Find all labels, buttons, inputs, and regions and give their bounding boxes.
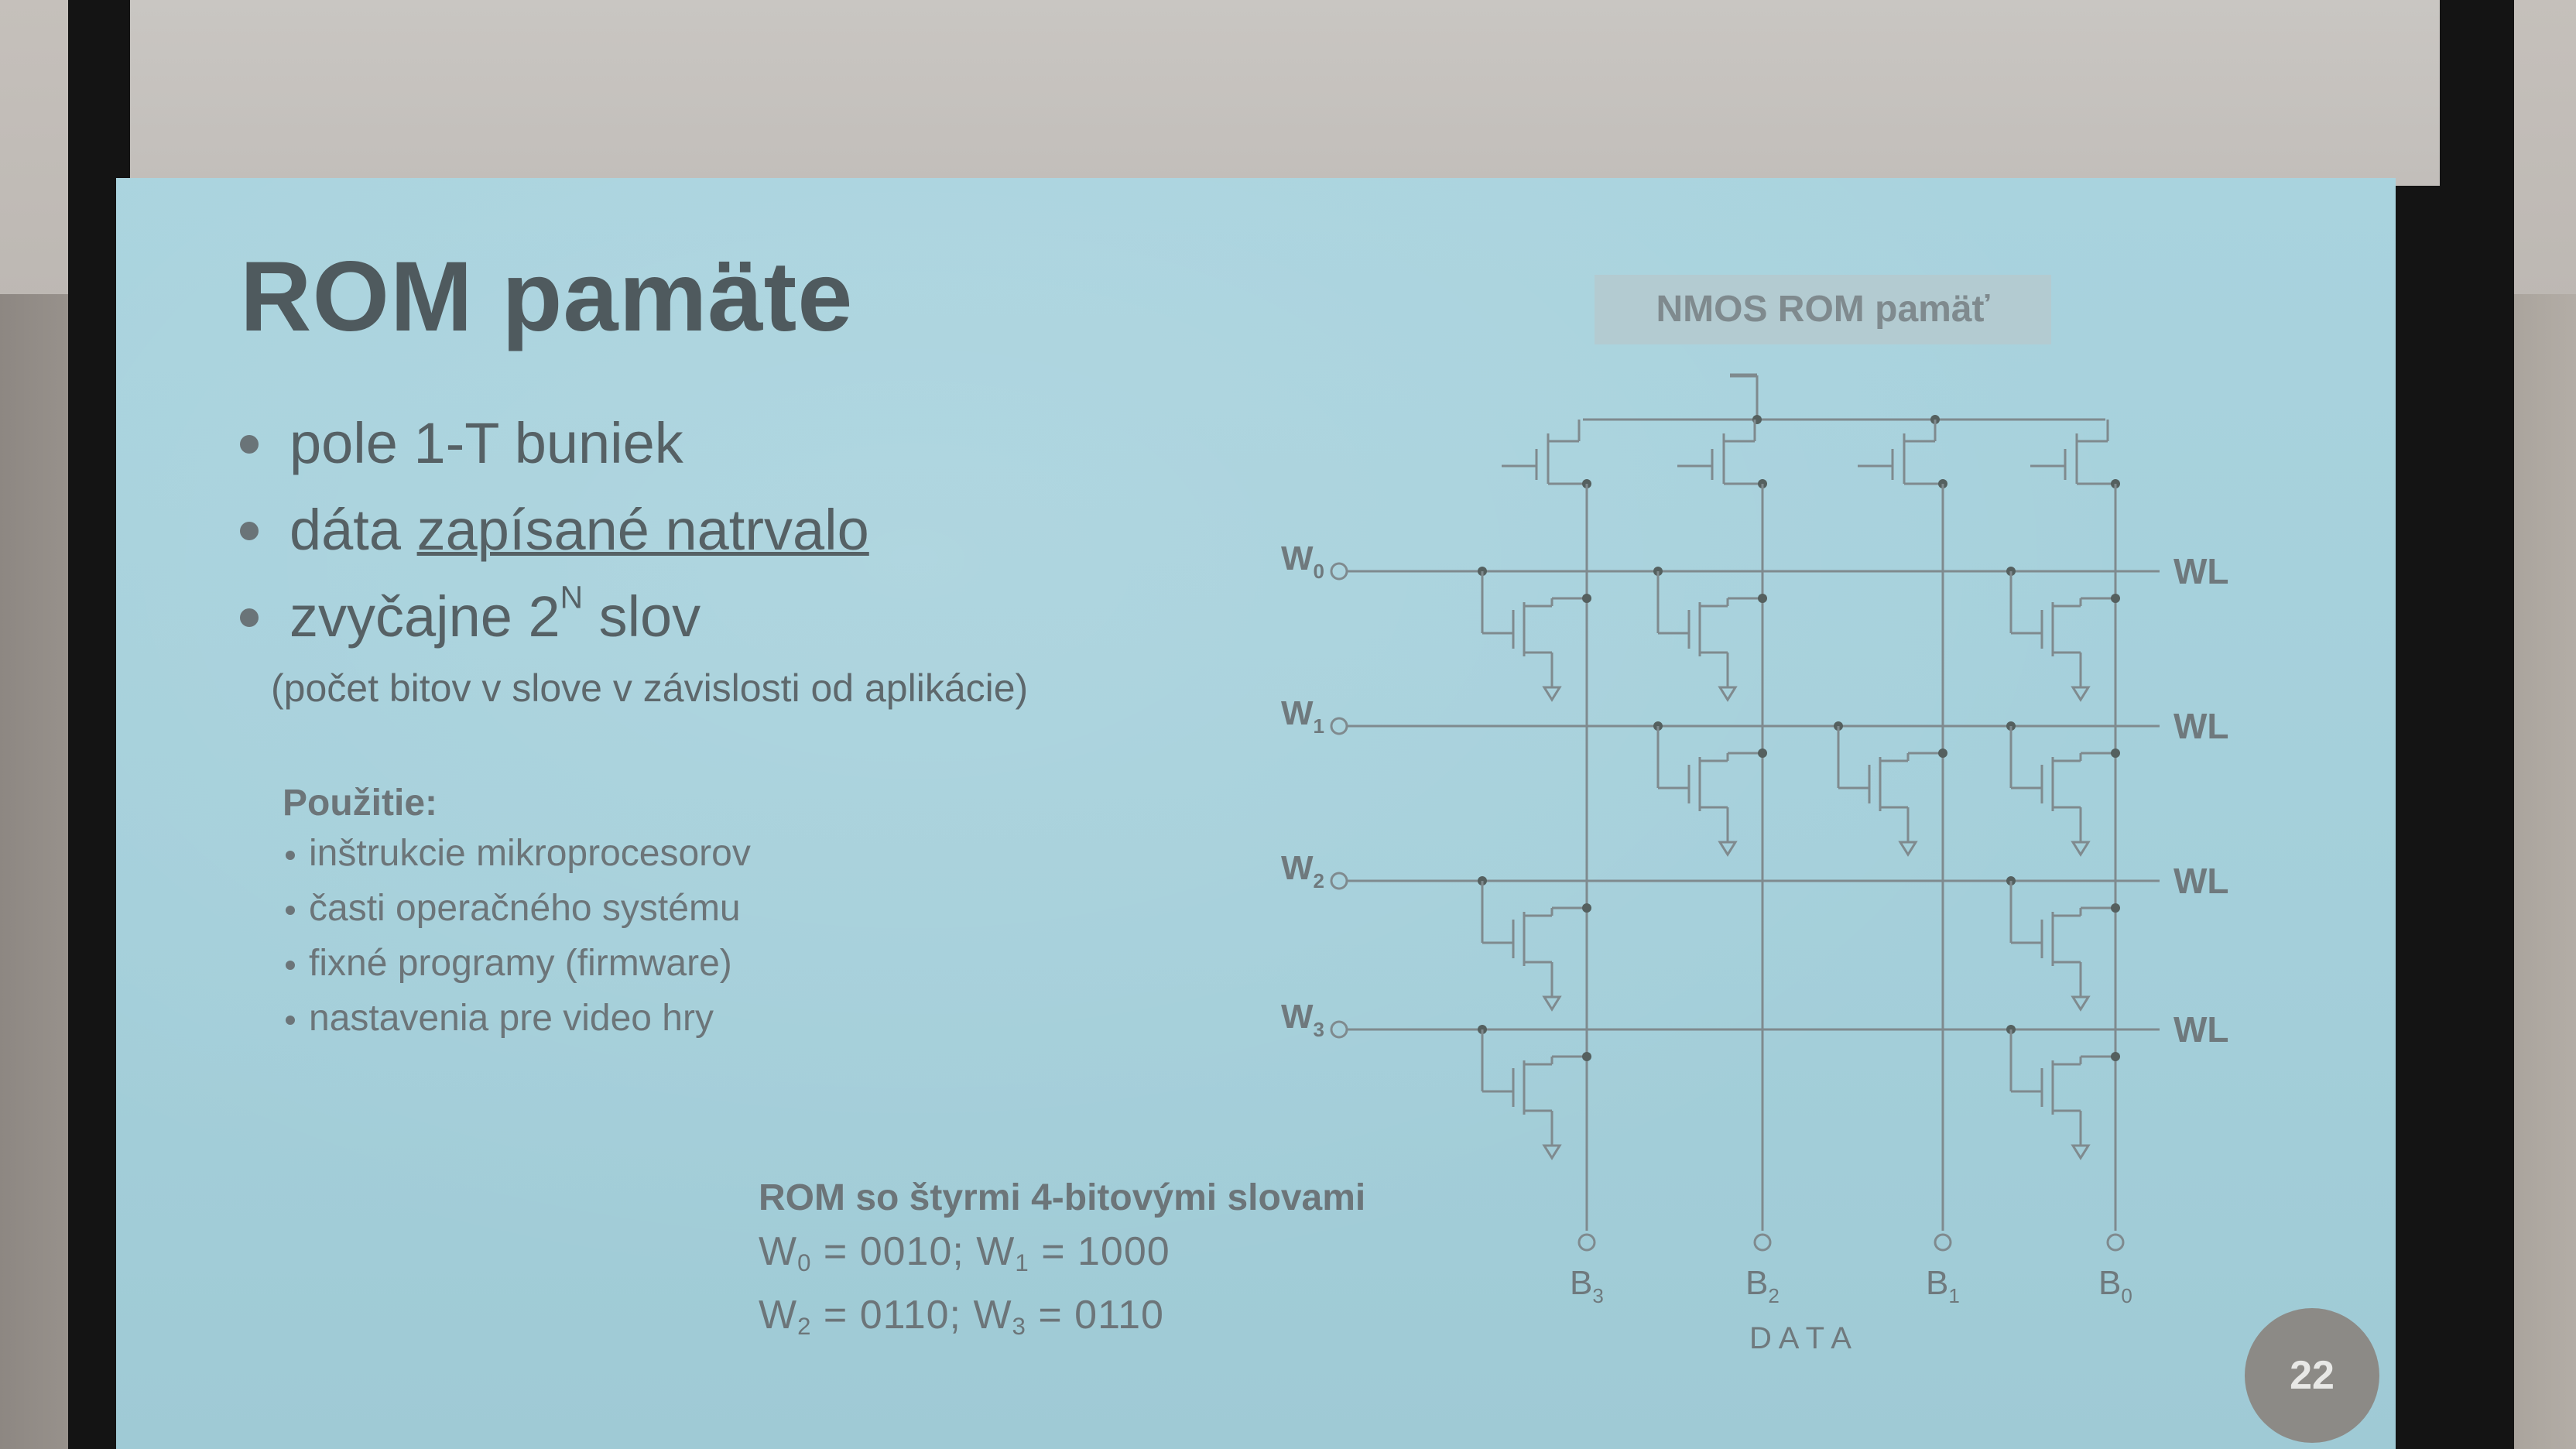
bullet-text: pole 1-T buniek bbox=[289, 411, 683, 475]
junction-dot bbox=[2111, 594, 2120, 603]
light-glare bbox=[116, 178, 2396, 1449]
word-line-terminal bbox=[1330, 1020, 1348, 1039]
usage-item: nastavenia pre video hry bbox=[283, 997, 751, 1052]
word-name: W bbox=[759, 1293, 798, 1338]
usage-list: inštrukcie mikroprocesorov časti operačn… bbox=[283, 832, 751, 1052]
word-line-terminal bbox=[1330, 562, 1348, 581]
memory-cell-transistor bbox=[1656, 571, 1762, 702]
word-line-label: WL bbox=[2174, 706, 2229, 746]
word-value: = 0110 bbox=[1026, 1293, 1164, 1338]
example-equation-line: W0 = 0010; W1 = 1000 bbox=[759, 1228, 1365, 1292]
usage-text: časti operačného systému bbox=[309, 888, 741, 929]
bullet-underlined-text: zapísané natrvalo bbox=[416, 498, 869, 562]
junction-dot bbox=[1938, 748, 1947, 758]
junction-dot bbox=[1582, 903, 1591, 913]
bullet-text: zvyčajne 2 bbox=[289, 584, 560, 649]
bit-line-terminal bbox=[1934, 1233, 1952, 1252]
bullet-text-suffix: slov bbox=[583, 584, 701, 649]
word-index: 2 bbox=[797, 1312, 812, 1340]
word-value: = 1000 bbox=[1029, 1229, 1170, 1274]
word-line-input-label: W1 bbox=[1281, 694, 1324, 738]
slide: ROM pamäte pole 1-T buniek dáta zapísané… bbox=[116, 178, 2396, 1449]
bullet-exponent: N bbox=[560, 579, 584, 615]
main-bullet-list: pole 1-T buniek dáta zapísané natrvalo z… bbox=[240, 410, 869, 670]
junction-dot bbox=[1582, 594, 1591, 603]
bullet-item: dáta zapísané natrvalo bbox=[240, 497, 869, 584]
word-line-label: WL bbox=[2174, 1009, 2229, 1050]
bullet-item: zvyčajne 2N slov bbox=[240, 581, 869, 670]
usage-dot bbox=[286, 851, 295, 860]
word-line-terminal bbox=[1330, 717, 1348, 735]
example-equation-line: W2 = 0110; W3 = 0110 bbox=[759, 1292, 1365, 1355]
bit-line-label: B3 bbox=[1570, 1264, 1604, 1307]
diagram-caption-tag: NMOS ROM pamäť bbox=[1595, 275, 2051, 344]
word-value: = 0110; bbox=[811, 1293, 974, 1338]
memory-cell-transistor bbox=[1837, 726, 1943, 857]
rom-example: ROM so štyrmi 4-bitovými slovami W0 = 00… bbox=[759, 1177, 1365, 1355]
projection-screen-top bbox=[130, 0, 2440, 186]
memory-cell-transistor bbox=[1481, 881, 1587, 1012]
memory-cell-transistor bbox=[2009, 571, 2115, 702]
word-name: W bbox=[759, 1229, 798, 1274]
memory-cell-transistor bbox=[1481, 571, 1587, 702]
bullet-dot bbox=[240, 522, 259, 540]
junction-dot bbox=[1758, 748, 1767, 758]
usage-text: nastavenia pre video hry bbox=[309, 998, 714, 1039]
data-label: D A T A bbox=[1749, 1321, 1852, 1355]
bit-line-label: B2 bbox=[1745, 1264, 1780, 1307]
junction-dot bbox=[2111, 1052, 2120, 1061]
bullet-dot bbox=[240, 435, 259, 454]
usage-dot bbox=[286, 961, 295, 970]
usage-text: fixné programy (firmware) bbox=[309, 943, 732, 984]
word-name: W bbox=[973, 1293, 1012, 1338]
word-index: 3 bbox=[1012, 1312, 1026, 1340]
memory-cell-transistor bbox=[2009, 881, 2115, 1012]
word-name: W bbox=[976, 1229, 1016, 1274]
bit-line-terminal bbox=[2106, 1233, 2125, 1252]
usage-item: inštrukcie mikroprocesorov bbox=[283, 832, 751, 887]
bullet-dot bbox=[240, 608, 259, 627]
example-title: ROM so štyrmi 4-bitovými slovami bbox=[759, 1177, 1366, 1218]
usage-item: fixné programy (firmware) bbox=[283, 942, 751, 997]
word-index: 1 bbox=[1015, 1249, 1029, 1276]
usage-text: inštrukcie mikroprocesorov bbox=[309, 833, 751, 874]
page-number-badge: 22 bbox=[2245, 1308, 2379, 1443]
word-line-input-label: W0 bbox=[1281, 540, 1324, 583]
word-line-input-label: W3 bbox=[1281, 998, 1324, 1041]
bit-line-terminal bbox=[1753, 1233, 1772, 1252]
junction-dot bbox=[2111, 748, 2120, 758]
word-line-input-label: W2 bbox=[1281, 849, 1324, 892]
memory-cell-transistor bbox=[1656, 726, 1762, 857]
bullet-note: (počet bitov v slove v závislosti od apl… bbox=[271, 666, 1029, 710]
usage-item: časti operačného systému bbox=[283, 887, 751, 942]
nmos-rom-circuit-diagram: B3 B2 B1 B0 D A T A W0 WL W1 WL W2 WL W3 WL bbox=[1281, 373, 2229, 1355]
memory-cell-transistor bbox=[1481, 1029, 1587, 1160]
junction-dot bbox=[1758, 594, 1767, 603]
bit-line-label: B1 bbox=[1926, 1264, 1960, 1307]
bullet-text: dáta bbox=[289, 498, 417, 562]
bit-line-terminal bbox=[1577, 1233, 1596, 1252]
memory-cell-transistor bbox=[2009, 1029, 2115, 1160]
word-line-label: WL bbox=[2174, 551, 2229, 591]
usage-dot bbox=[286, 906, 295, 915]
junction-dot bbox=[2111, 903, 2120, 913]
memory-cell-transistor bbox=[2009, 726, 2115, 857]
slide-title: ROM pamäte bbox=[240, 242, 854, 352]
word-value: = 0010; bbox=[811, 1229, 977, 1274]
bullet-item: pole 1-T buniek bbox=[240, 410, 869, 497]
word-line-label: WL bbox=[2174, 861, 2229, 901]
word-index: 0 bbox=[797, 1249, 812, 1276]
word-line-terminal bbox=[1330, 872, 1348, 890]
bit-line-label: B0 bbox=[2098, 1264, 2132, 1307]
usage-heading: Použitie: bbox=[283, 783, 437, 824]
usage-dot bbox=[286, 1016, 295, 1025]
junction-dot bbox=[1582, 1052, 1591, 1061]
